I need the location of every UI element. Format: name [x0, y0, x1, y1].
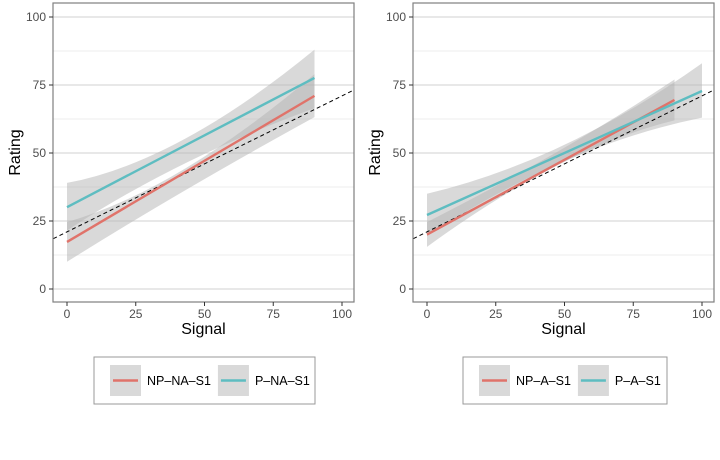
plot-area [53, 49, 354, 262]
confidence-band-p [427, 63, 702, 236]
x-tick-label: 100 [692, 307, 712, 321]
y-tick-label: 0 [39, 282, 46, 296]
x-tick-label: 0 [424, 307, 431, 321]
y-tick-label: 100 [26, 10, 46, 24]
series-line-p [66, 76, 316, 209]
y-tick-label: 50 [393, 146, 407, 160]
y-tick-label: 25 [393, 214, 407, 228]
legend-item: P–A–S1 [577, 365, 661, 396]
legend-item: P–NA–S1 [217, 365, 310, 396]
legend: NP–NA–S1 P–NA–S1 [93, 356, 316, 405]
panel-right: 0 25 50 75 100 0 25 50 75 100 Signal Rating NP–A–S1 P… [367, 2, 715, 405]
series-line-p [426, 89, 703, 217]
y-tick-label: 25 [33, 214, 47, 228]
y-tick-label: 50 [33, 146, 47, 160]
series-line-np [66, 94, 316, 243]
x-tick-label: 75 [267, 307, 281, 321]
legend-label: NP–A–S1 [516, 374, 571, 388]
panel-left: 0 25 50 75 100 0 25 50 75 100 Signal Rating NP–NA–S1… [7, 2, 355, 405]
x-tick-label: 50 [558, 307, 572, 321]
legend: NP–A–S1 P–A–S1 [462, 356, 668, 405]
y-tick-label: 100 [386, 10, 406, 24]
x-tick-label: 25 [129, 307, 143, 321]
legend-label: P–A–S1 [615, 374, 661, 388]
x-axis-title: Signal [541, 321, 585, 338]
x-tick-label: 0 [64, 307, 71, 321]
legend-label: P–NA–S1 [255, 374, 310, 388]
legend-item: NP–A–S1 [479, 365, 571, 396]
y-tick-label: 0 [399, 282, 406, 296]
x-axis-title: Signal [181, 321, 225, 338]
legend-label: NP–NA–S1 [147, 374, 211, 388]
legend-item: NP–NA–S1 [110, 365, 211, 396]
y-axis-title: Rating [367, 129, 384, 175]
x-tick-label: 75 [627, 307, 641, 321]
y-tick-label: 75 [33, 78, 47, 92]
x-tick-label: 25 [489, 307, 503, 321]
x-tick-label: 50 [198, 307, 212, 321]
y-tick-label: 75 [393, 78, 407, 92]
y-axis-title: Rating [7, 129, 24, 175]
confidence-band-p [67, 49, 315, 231]
reference-dashed-line [53, 89, 354, 240]
plot-area [413, 63, 714, 247]
x-tick-label: 100 [332, 307, 352, 321]
